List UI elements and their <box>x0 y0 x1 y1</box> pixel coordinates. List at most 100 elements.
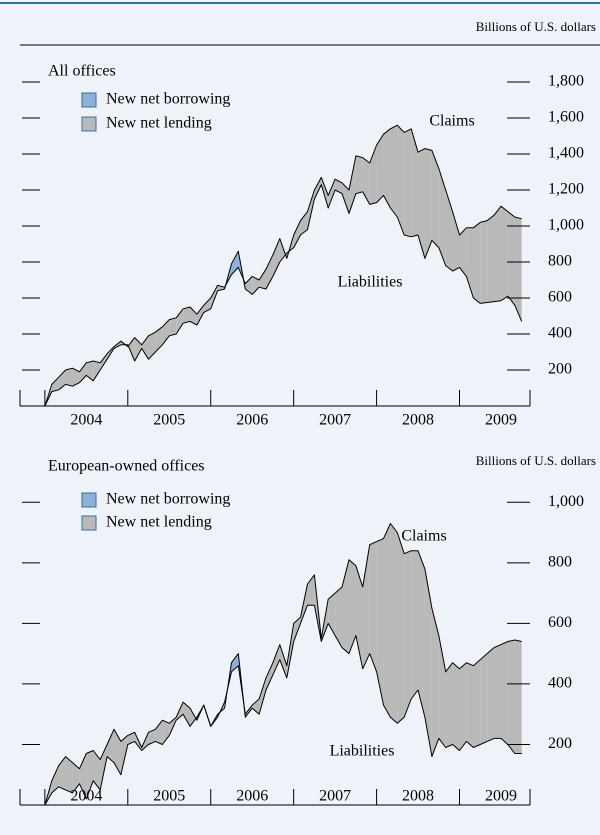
y-tick-label: 1,000 <box>548 493 584 510</box>
legend-label: New net lending <box>106 514 212 531</box>
net-lending-area <box>141 335 149 360</box>
y-tick-label: 200 <box>548 361 572 378</box>
net-lending-area <box>196 305 204 325</box>
net-lending-area <box>162 720 170 745</box>
net-lending-area <box>376 134 384 203</box>
legend-swatch <box>81 92 97 108</box>
net-lending-area <box>514 217 522 322</box>
x-tick-label: 2006 <box>236 412 268 429</box>
net-lending-area <box>514 640 522 754</box>
y-tick-label: 200 <box>548 735 572 752</box>
net-lending-area <box>65 756 73 793</box>
net-lending-area <box>259 677 267 715</box>
net-lending-area <box>58 370 66 390</box>
net-lending-area <box>383 523 391 718</box>
net-lending-area <box>335 179 343 194</box>
net-lending-area <box>348 559 356 654</box>
net-lending-area <box>65 368 73 387</box>
net-lending-area <box>404 550 412 718</box>
legend-swatch <box>81 515 97 531</box>
y-tick-label: 600 <box>548 289 572 306</box>
net-lending-area <box>203 298 211 313</box>
net-lending-area <box>342 559 349 654</box>
net-lending-area <box>452 662 460 751</box>
net-lending-area <box>418 148 425 259</box>
x-tick-label: 2007 <box>319 412 351 429</box>
legend-swatch <box>81 492 97 508</box>
net-lending-area <box>272 644 280 675</box>
net-lending-area <box>51 377 59 392</box>
net-lending-area <box>113 729 121 775</box>
net-lending-area <box>500 641 508 745</box>
net-lending-area <box>487 215 495 303</box>
net-lending-area <box>190 307 197 325</box>
legend-label: New net borrowing <box>106 91 230 108</box>
net-lending-area <box>72 368 80 387</box>
series-label: Liabilities <box>338 274 403 291</box>
net-lending-area <box>176 308 184 334</box>
net-lending-area <box>86 361 94 381</box>
x-tick-label: 2008 <box>402 412 434 429</box>
net-lending-area <box>100 353 108 370</box>
net-lending-area <box>335 587 343 648</box>
net-lending-area <box>438 168 446 266</box>
x-tick-label: 2008 <box>402 788 434 805</box>
net-lending-area <box>162 319 170 345</box>
net-lending-area <box>362 544 370 669</box>
net-lending-area <box>445 662 453 748</box>
net-lending-area <box>507 640 515 754</box>
net-lending-area <box>459 227 467 277</box>
net-lending-area <box>252 699 260 715</box>
net-lending-area <box>190 708 196 727</box>
x-tick-label: 2009 <box>485 412 517 429</box>
net-lending-area <box>452 211 460 271</box>
y-tick-label: 1,400 <box>548 145 584 162</box>
net-lending-area <box>418 550 425 718</box>
net-lending-area <box>487 647 495 742</box>
net-lending-area <box>252 276 260 295</box>
x-tick-label: 2006 <box>236 788 268 805</box>
legend-label: New net lending <box>106 115 212 132</box>
net-lending-area <box>293 220 301 248</box>
net-lending-area <box>500 206 508 301</box>
x-tick-label: 2005 <box>153 412 185 429</box>
net-lending-area <box>473 222 481 304</box>
series-line <box>44 523 522 806</box>
net-lending-area <box>293 617 301 642</box>
net-lending-area <box>459 662 467 751</box>
net-lending-area <box>411 128 419 237</box>
net-lending-area <box>79 362 87 383</box>
net-lending-area <box>155 326 163 352</box>
x-tick-label: 2004 <box>70 788 102 805</box>
net-lending-area <box>321 177 329 208</box>
net-lending-area <box>404 128 412 237</box>
net-lending-area <box>494 644 501 739</box>
net-lending-area <box>128 337 135 361</box>
net-lending-area <box>266 662 273 690</box>
series-label: Claims <box>429 113 474 130</box>
y-tick-label: 1,200 <box>548 181 584 198</box>
net-lending-area <box>272 238 280 277</box>
legend-swatch <box>81 116 97 132</box>
net-lending-area <box>107 729 114 763</box>
net-lending-area <box>93 361 101 381</box>
net-lending-area <box>411 550 419 700</box>
net-lending-area <box>466 662 474 748</box>
x-tick-label: 2005 <box>153 788 185 805</box>
series-label: Claims <box>401 528 446 545</box>
chart-title: All offices <box>48 63 116 80</box>
net-lending-area <box>507 211 515 306</box>
net-lending-area <box>494 206 501 302</box>
series-label: Liabilities <box>330 743 395 760</box>
net-lending-area <box>473 659 481 748</box>
net-lending-area <box>390 523 398 724</box>
net-lending-area <box>266 254 273 289</box>
net-lending-area <box>58 756 66 790</box>
net-lending-area <box>93 750 101 790</box>
net-lending-area <box>362 157 370 205</box>
chart-title: European-owned offices <box>48 458 205 475</box>
net-lending-area <box>348 155 356 214</box>
net-lending-area <box>355 155 363 194</box>
